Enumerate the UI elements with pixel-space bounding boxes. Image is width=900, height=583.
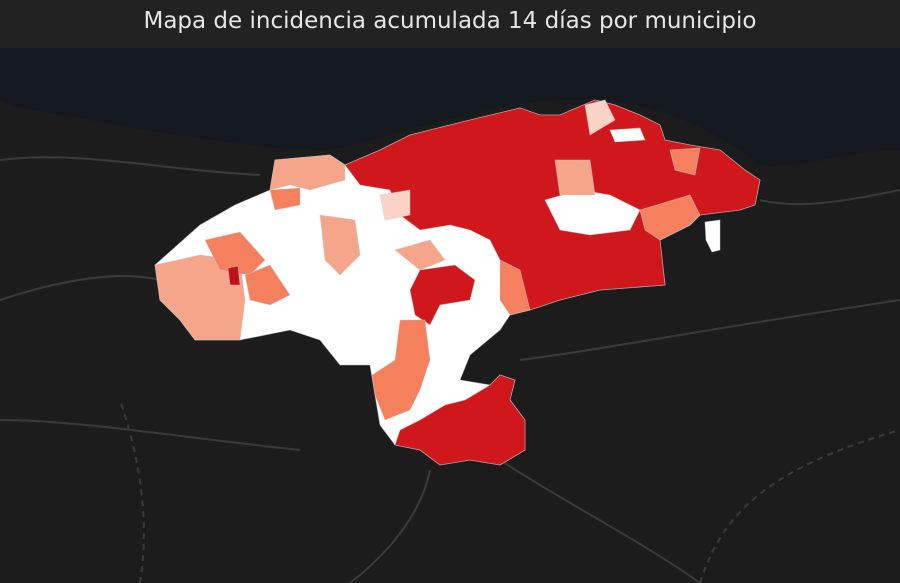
municipality-medium [269,154,346,191]
road [499,459,701,583]
municipalities [154,99,761,466]
municipality-medium [394,239,446,271]
road [0,275,161,301]
municipality-high [394,374,526,466]
road [0,156,261,176]
municipality-low [704,219,721,253]
map [0,48,900,583]
municipality-medium-high [204,231,266,276]
road [699,429,900,583]
roads [0,156,900,583]
road [119,399,145,583]
title-bar: Mapa de incidencia acumulada 14 días por… [0,0,900,48]
municipality-medium-high [244,264,291,306]
road [519,299,900,361]
municipality-medium-high [269,187,301,211]
road [349,469,431,583]
municipality-medium-high [371,319,431,421]
map-title: Mapa de incidencia acumulada 14 días por… [143,8,757,34]
road [759,189,900,206]
sea [0,48,900,166]
municipality-high [409,264,476,326]
road [0,419,301,451]
municipality-high [227,265,241,286]
municipality-medium-high [669,147,701,176]
municipality-medium [554,159,596,196]
municipality-low-medium [584,99,616,136]
municipality-medium-high [639,194,701,241]
municipality-low [609,127,646,143]
municipality-low-medium [379,189,411,221]
municipality-medium-high [499,259,531,316]
municipality-medium [319,214,361,276]
